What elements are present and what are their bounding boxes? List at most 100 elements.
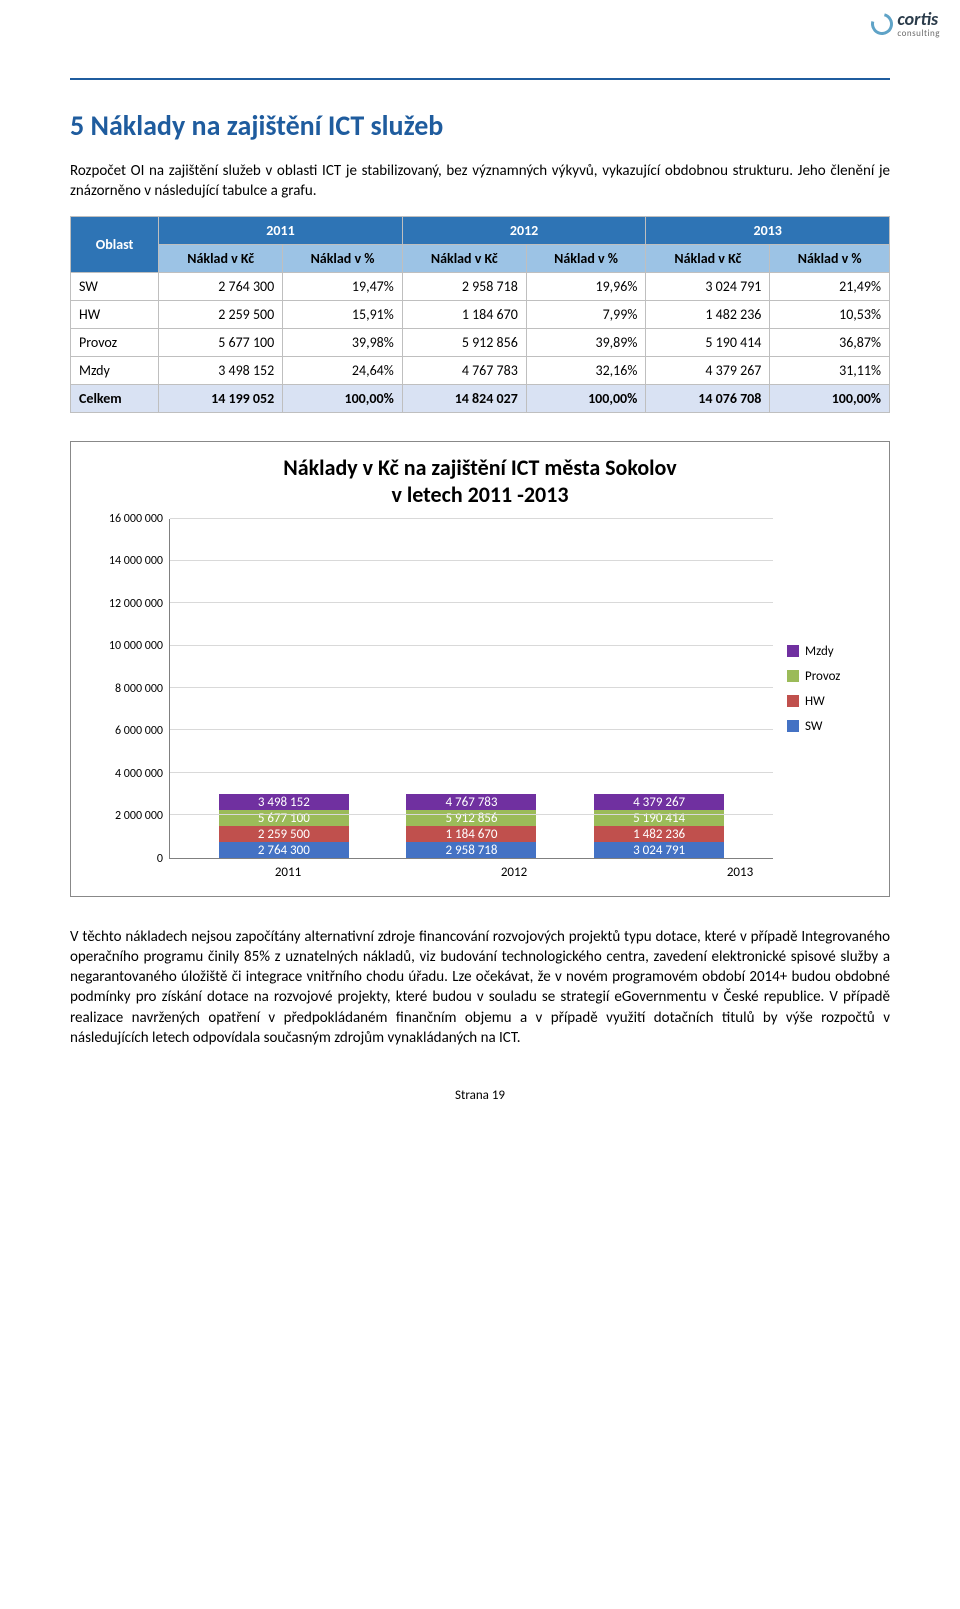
chart-title: Náklady v Kč na zajištění ICT města Soko… [87,454,873,509]
page: cortis consulting 5 Náklady na zajištění… [0,0,960,1143]
cell: 100,00% [526,384,646,412]
chart-body: 02 000 0004 000 0006 000 0008 000 00010 … [87,519,873,859]
row-label: Celkem [71,384,159,412]
plot-area: 3 498 1525 677 1002 259 5002 764 300 4 76… [169,519,773,859]
gridline [170,729,773,730]
gridline [170,560,773,561]
chart-title-l1: Náklady v Kč na zajištění ICT města Soko… [283,454,676,481]
x-label: 2012 [449,865,579,880]
cell: 1 184 670 [402,300,526,328]
chart-area: 02 000 0004 000 0006 000 0008 000 00010 … [87,519,773,859]
cell: 10,53% [770,300,890,328]
gridline [170,814,773,815]
bar-segment-hw: 2 259 500 [219,826,349,842]
cell: 21,49% [770,272,890,300]
bar-segment-hw: 1 482 236 [594,826,724,842]
col-year-2: 2013 [646,216,890,244]
bar-segment-provoz: 5 912 856 [406,810,536,826]
cell: 7,99% [526,300,646,328]
sub-pct-0: Náklad v % [283,244,403,272]
gridline [170,645,773,646]
cell: 15,91% [283,300,403,328]
table-row: Mzdy3 498 15224,64%4 767 78332,16%4 379 … [71,356,890,384]
logo-icon [867,8,897,38]
row-label: HW [71,300,159,328]
cell: 31,11% [770,356,890,384]
cell: 1 482 236 [646,300,770,328]
bar-segment-mzdy: 4 379 267 [594,794,724,810]
gridline [170,518,773,519]
table-body: SW2 764 30019,47%2 958 71819,96%3 024 79… [71,272,890,412]
page-number: Strana 19 [70,1088,890,1103]
legend-swatch [787,695,799,707]
legend-label: SW [805,719,822,734]
legend-swatch [787,645,799,657]
cell: 32,16% [526,356,646,384]
x-axis-labels: 201120122013 [87,859,873,880]
row-label: Provoz [71,328,159,356]
table-row: Provoz5 677 10039,98%5 912 85639,89%5 19… [71,328,890,356]
chart-frame: Náklady v Kč na zajištění ICT města Soko… [70,441,890,897]
cell: 39,89% [526,328,646,356]
closing-paragraph: V těchto nákladech nejsou započítány alt… [70,927,890,1049]
gridline [170,687,773,688]
cell: 5 912 856 [402,328,526,356]
bar-column: 3 498 1525 677 1002 259 5002 764 300 [219,794,349,858]
bar-segment-hw: 1 184 670 [406,826,536,842]
bar-segment-mzdy: 3 498 152 [219,794,349,810]
row-label: SW [71,272,159,300]
gridline [170,602,773,603]
bars-container: 3 498 1525 677 1002 259 5002 764 300 4 76… [170,519,773,858]
legend: MzdyProvozHWSW [773,519,873,859]
sub-kc-1: Náklad v Kč [402,244,526,272]
cell: 100,00% [283,384,403,412]
cell: 3 498 152 [159,356,283,384]
sub-kc-0: Náklad v Kč [159,244,283,272]
bar-segment-sw: 3 024 791 [594,842,724,858]
y-axis: 02 000 0004 000 0006 000 0008 000 00010 … [87,519,169,859]
legend-swatch [787,670,799,682]
bar-segment-sw: 2 958 718 [406,842,536,858]
legend-label: Mzdy [805,644,834,659]
cell: 4 767 783 [402,356,526,384]
bar-segment-provoz: 5 677 100 [219,810,349,826]
y-tick-label: 8 000 000 [115,682,163,696]
legend-item-mzdy: Mzdy [787,644,873,659]
y-tick-label: 14 000 000 [109,554,163,568]
logo-text-wrap: cortis consulting [897,8,940,39]
gridline [170,772,773,773]
sub-pct-2: Náklad v % [770,244,890,272]
cell: 4 379 267 [646,356,770,384]
bar-column: 4 767 7835 912 8561 184 6702 958 718 [406,794,536,858]
cell: 5 677 100 [159,328,283,356]
bar-segment-mzdy: 4 767 783 [406,794,536,810]
col-year-1: 2012 [402,216,646,244]
cell: 19,96% [526,272,646,300]
cell: 2 259 500 [159,300,283,328]
bar-segment-provoz: 5 190 414 [594,810,724,826]
section-title: 5 Náklady na zajištění ICT služeb [70,108,890,143]
logo-name: cortis [897,8,940,30]
legend-label: Provoz [805,669,840,684]
row-label: Mzdy [71,356,159,384]
y-tick-label: 16 000 000 [109,512,163,526]
y-tick-label: 6 000 000 [115,724,163,738]
legend-item-sw: SW [787,719,873,734]
table-subheader-row: Náklad v Kč Náklad v % Náklad v Kč Nákla… [71,244,890,272]
cell: 100,00% [770,384,890,412]
y-tick-label: 2 000 000 [115,809,163,823]
cell: 14 199 052 [159,384,283,412]
cell: 14 076 708 [646,384,770,412]
header-rule [70,78,890,80]
cell: 2 958 718 [402,272,526,300]
y-tick-label: 0 [157,852,163,866]
legend-item-provoz: Provoz [787,669,873,684]
chart-title-l2: v letech 2011 -2013 [391,481,568,508]
sub-kc-2: Náklad v Kč [646,244,770,272]
y-tick-label: 12 000 000 [109,597,163,611]
costs-table: Oblast 2011 2012 2013 Náklad v Kč Náklad… [70,216,890,413]
cell: 14 824 027 [402,384,526,412]
intro-paragraph: Rozpočet OI na zajištění služeb v oblast… [70,161,890,202]
cell: 5 190 414 [646,328,770,356]
legend-swatch [787,720,799,732]
